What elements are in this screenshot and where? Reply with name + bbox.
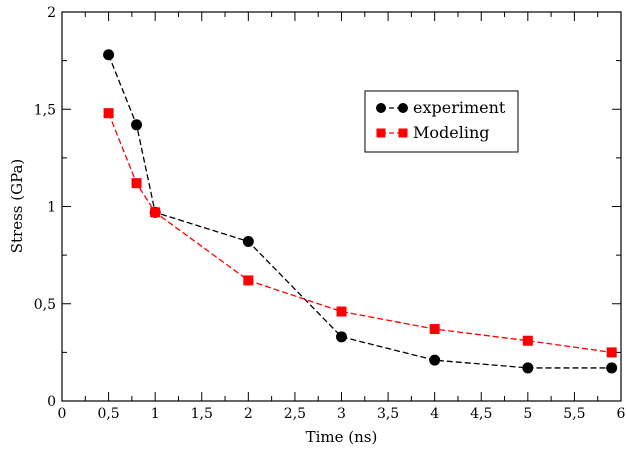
data-point-modeling	[429, 324, 440, 335]
x-tick-label: 6	[617, 406, 626, 422]
x-tick-label: 1	[151, 406, 160, 422]
series-line-modeling	[107, 112, 612, 354]
x-tick-label: 0	[58, 406, 67, 422]
x-tick-label: 4	[430, 406, 439, 422]
series-experiment	[103, 49, 618, 374]
y-tick-label: 1	[47, 200, 56, 216]
x-tick-label: 3,5	[377, 406, 399, 422]
x-tick-label: 0,5	[97, 406, 119, 422]
data-point-modeling	[336, 306, 347, 317]
x-axis-title: Time (ns)	[306, 428, 378, 446]
series-line-experiment	[107, 54, 612, 369]
data-point-modeling	[131, 178, 142, 189]
x-tick-label: 3	[337, 406, 346, 422]
y-tick-label: 0	[47, 394, 56, 410]
data-point-experiment	[131, 119, 143, 131]
x-tick-label: 2,5	[284, 406, 306, 422]
data-point-experiment	[606, 362, 618, 374]
x-tick-label: 5	[523, 406, 532, 422]
data-point-experiment	[522, 362, 534, 374]
legend-experiment-marker-left	[376, 103, 386, 113]
x-tick-label: 4,5	[470, 406, 492, 422]
legend: experiment Modeling	[364, 90, 519, 153]
legend-modeling-label: Modeling	[413, 123, 490, 142]
data-point-modeling	[150, 207, 161, 218]
x-tick-label: 1,5	[191, 406, 213, 422]
data-point-modeling	[103, 108, 114, 119]
series-modeling	[103, 108, 617, 358]
plot-frame	[61, 11, 622, 402]
legend-modeling-marker-left	[376, 128, 386, 138]
data-point-experiment	[242, 236, 254, 248]
data-point-experiment	[429, 354, 441, 366]
y-tick-label: 1,5	[34, 102, 56, 118]
data-point-modeling	[606, 347, 617, 358]
legend-modeling-marker-right	[398, 128, 408, 138]
data-point-experiment	[103, 49, 115, 61]
y-axis-title: Stress (GPa)	[8, 159, 26, 254]
y-tick-label: 2	[47, 5, 56, 21]
series-layer	[103, 49, 618, 374]
data-point-modeling	[522, 335, 533, 346]
data-point-modeling	[243, 275, 254, 286]
data-point-experiment	[336, 331, 347, 343]
x-tick-label: 2	[244, 406, 253, 422]
ticks: 0 0,5 1 1,5 2 2,5 3 3,5 4 4,5 5 5,5 6 0 0,5 1 1,5 2	[34, 5, 626, 422]
y-tick-label: 0,5	[34, 297, 56, 313]
x-tick-label: 5,5	[563, 406, 585, 422]
legend-box	[364, 90, 519, 153]
legend-experiment-label: experiment	[413, 98, 506, 117]
legend-experiment-marker-right	[398, 103, 408, 113]
